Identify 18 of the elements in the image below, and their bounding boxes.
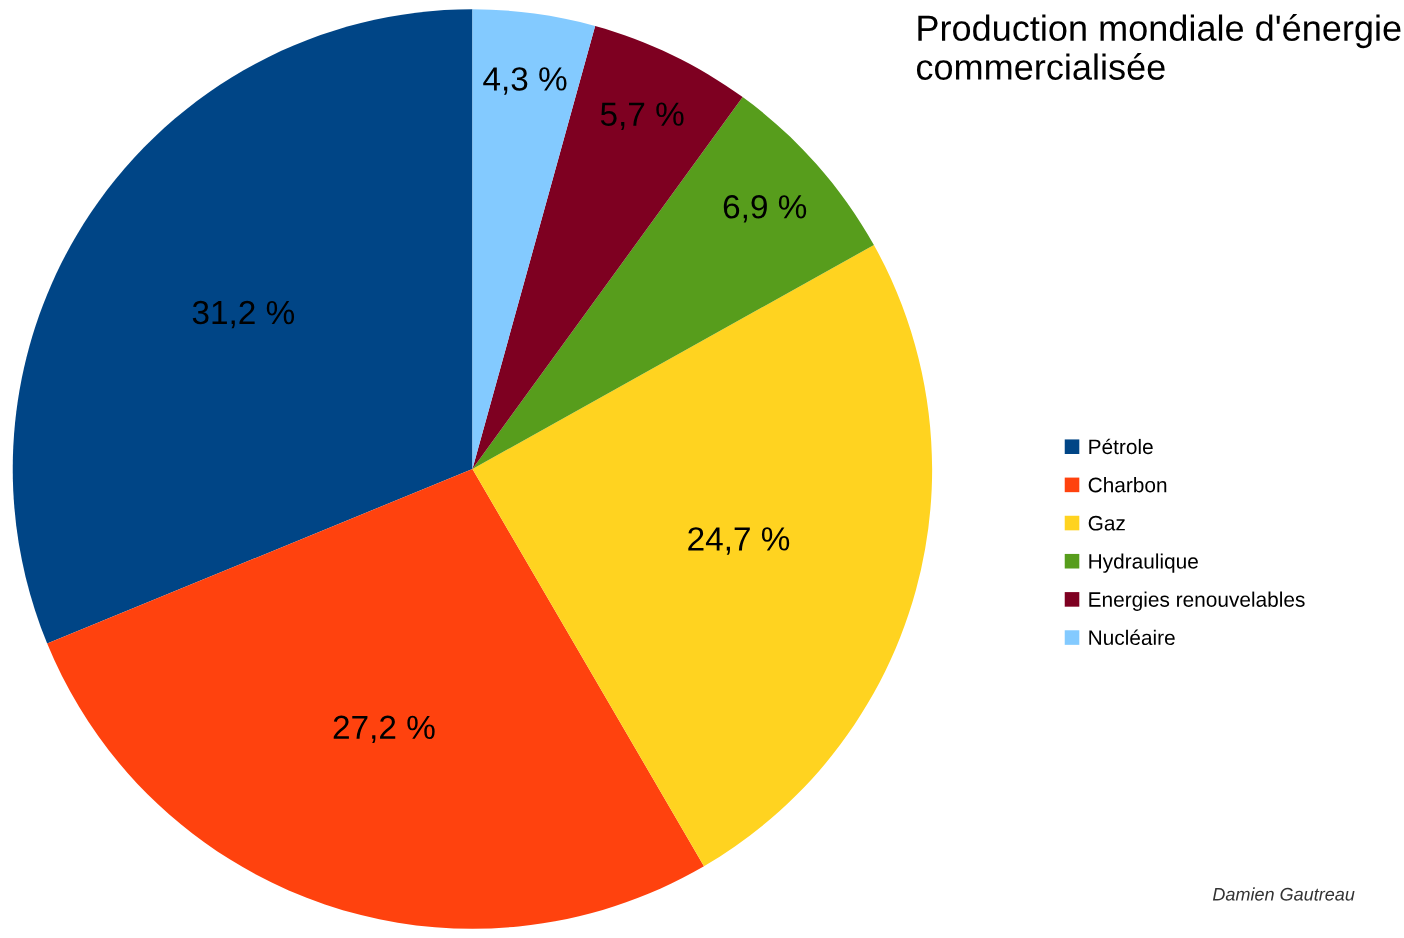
legend-label: Pétrole [1089,438,1153,455]
data-label: 24,7 % [688,527,790,555]
text: Damien Gautreau [1212,887,1355,901]
data-label: 31,2 % [192,300,295,329]
data-label: 27,2 % [333,715,435,744]
legend-label: Energies renouvelables [1089,591,1305,612]
legend-label: Charbon [1088,477,1167,493]
pie-slice [472,97,874,469]
text: Production mondiale d'énergie commercialisée [916,14,1401,80]
pie-slice [12,9,473,644]
data-label: 4,3 % [483,67,567,95]
data-label: 5,7 % [600,102,684,130]
legend-label: Nucléaire [1089,629,1175,646]
pie-slice [472,245,933,867]
data-label: 6,9 % [723,195,807,223]
pie-slice [472,9,596,469]
legend-label: Gaz [1088,515,1125,531]
legend-label: Hydraulique [1089,553,1198,573]
